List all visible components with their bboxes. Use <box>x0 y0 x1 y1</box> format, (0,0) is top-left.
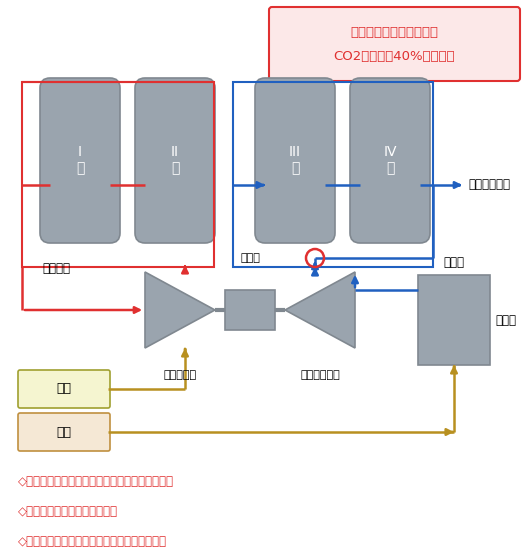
Polygon shape <box>145 272 215 348</box>
Bar <box>225 290 275 330</box>
FancyBboxPatch shape <box>255 78 335 243</box>
Polygon shape <box>285 272 355 348</box>
FancyBboxPatch shape <box>135 78 215 243</box>
FancyBboxPatch shape <box>40 78 120 243</box>
Text: 衉気タービン: 衉気タービン <box>300 370 340 380</box>
Text: ボイラ: ボイラ <box>495 314 516 326</box>
Bar <box>22 82 214 267</box>
Text: 電気: 電気 <box>57 382 71 395</box>
Text: I
塔: I 塔 <box>76 146 84 176</box>
Bar <box>233 82 433 267</box>
Text: 電動機: 電動機 <box>240 253 260 263</box>
FancyBboxPatch shape <box>269 7 520 81</box>
Text: II
塔: II 塔 <box>171 146 179 176</box>
Text: 従来プロセスと比較して: 従来プロセスと比較して <box>351 26 438 39</box>
Text: ◇電気エネルギーを利用して、廃熱から衉気回収: ◇電気エネルギーを利用して、廃熱から衉気回収 <box>18 475 174 488</box>
Text: III
塔: III 塔 <box>289 146 301 176</box>
Text: 衉気圧縮機: 衉気圧縮機 <box>163 370 196 380</box>
Bar <box>418 275 490 365</box>
FancyBboxPatch shape <box>18 370 110 408</box>
FancyBboxPatch shape <box>350 78 430 243</box>
FancyBboxPatch shape <box>18 413 110 451</box>
Text: 衉気ユーザー: 衉気ユーザー <box>468 179 510 192</box>
Text: ◇ボイラ運転台数（燃料）削減: ◇ボイラ運転台数（燃料）削減 <box>18 505 118 518</box>
Text: 水衉気: 水衉気 <box>444 256 465 269</box>
Text: CO2排出量を40%以上削減: CO2排出量を40%以上削減 <box>334 49 455 63</box>
Text: 燃料: 燃料 <box>57 426 71 438</box>
Text: 回収衉気: 回収衉気 <box>42 262 70 274</box>
Text: ◇更に衉気で動力を回収し、電気使用量も削減: ◇更に衉気で動力を回収し、電気使用量も削減 <box>18 535 167 548</box>
Text: IV
塔: IV 塔 <box>383 146 397 176</box>
